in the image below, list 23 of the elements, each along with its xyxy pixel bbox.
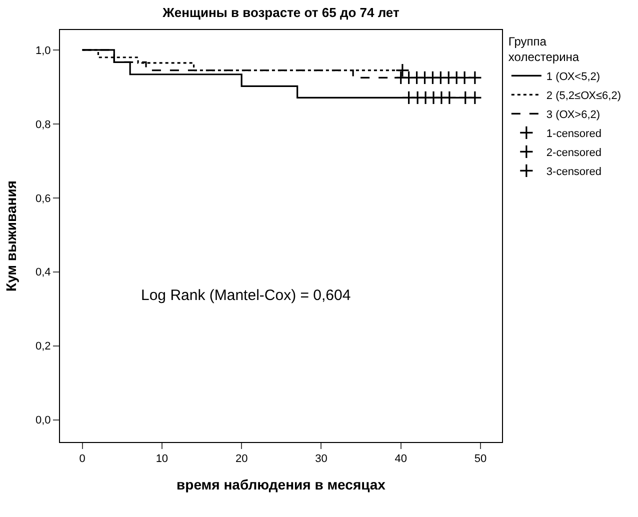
- y-axis-title: Кум выживания: [3, 180, 20, 292]
- y-tick-label: 0,6: [36, 192, 51, 205]
- x-tick-label: 30: [315, 453, 328, 466]
- y-tick-label: 1,0: [36, 44, 51, 57]
- y-tick-label: 0,4: [36, 266, 51, 279]
- legend-label: 1-censored: [546, 128, 602, 140]
- x-tick-label: 40: [394, 453, 407, 466]
- legend-title: Группа холестерина: [508, 34, 580, 64]
- legend-label: 3-censored: [546, 166, 602, 178]
- y-tick-label: 0,8: [36, 118, 51, 131]
- legend-label: 2 (5,2≤ОХ≤6,2): [546, 90, 621, 102]
- x-tick-label: 10: [156, 453, 168, 466]
- legend-label: 2-censored: [546, 146, 602, 159]
- x-axis-title: время наблюдения в месяцах: [176, 476, 386, 492]
- x-tick-label: 20: [235, 453, 248, 466]
- annotation: Log Rank (Mantel-Cox) = 0,604: [141, 287, 351, 304]
- x-tick-label: 0: [79, 453, 86, 466]
- y-tick-label: 0,0: [36, 414, 51, 427]
- legend-label: 1 (ОХ<5,2): [546, 70, 600, 83]
- chart-title: Женщины в возрасте от 65 до 74 лет: [162, 4, 400, 20]
- y-tick-label: 0,2: [36, 340, 51, 353]
- legend-label: 3 (ОХ>6,2): [546, 108, 600, 121]
- x-tick-label: 50: [474, 453, 487, 466]
